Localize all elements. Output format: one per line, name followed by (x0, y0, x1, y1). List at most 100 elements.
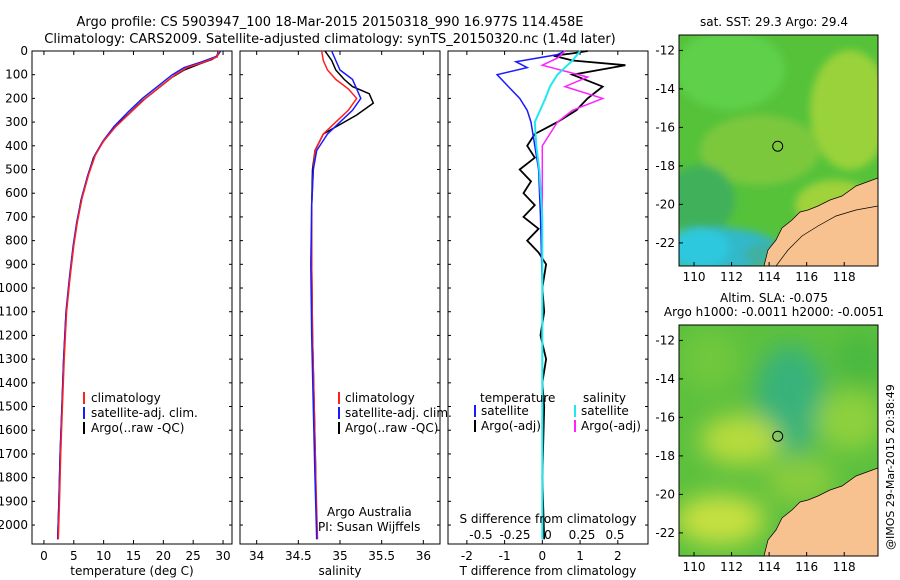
depth-tick-label: 500 (5, 163, 28, 177)
map-x-tick-label: 112 (720, 560, 743, 574)
depth-tick-label: 100 (5, 68, 28, 82)
imos-timestamp: @IMOS 29-Mar-2015 20:38:49 (884, 384, 897, 550)
map-y-tick-label: -18 (655, 449, 675, 463)
s-tick-label: -0.5 (469, 528, 492, 542)
sst-map-field (679, 35, 878, 266)
s-tick-label: 0.25 (569, 528, 596, 542)
depth-tick-label: 1800 (0, 471, 28, 485)
map-x-tick-label: 116 (795, 560, 818, 574)
temperature-satellite-line (56, 50, 222, 540)
map-y-tick-label: -16 (655, 120, 675, 134)
x-tick-label: 35.5 (368, 549, 395, 563)
x-tick-label: 10 (96, 549, 111, 563)
s-tick-label: -0.25 (499, 528, 530, 542)
depth-tick-label: 700 (5, 210, 28, 224)
x-tick-label: 35 (332, 549, 347, 563)
x-tick-label: 0 (40, 549, 48, 563)
temperature-x-axis: 0 5 10 15 20 25 30 (40, 51, 231, 563)
depth-tick-label: 900 (5, 257, 28, 271)
difference-panel-frame (447, 50, 649, 545)
legend-label-satellite: satellite-adj. clim. (345, 406, 452, 420)
salinity-satellite-line (310, 50, 362, 540)
s-difference-label: S difference from climatology (460, 512, 637, 526)
s-tick-label: 0.5 (605, 528, 624, 542)
legend-label-climatology: climatology (345, 391, 415, 405)
depth-tick-label: 1200 (0, 328, 28, 342)
legend-label-argo: Argo(..raw -QC) (91, 421, 184, 435)
figure-title-line2: Climatology: CARS2009. Satellite-adjuste… (44, 32, 616, 47)
x-tick-label: 30 (215, 549, 230, 563)
sst-coastline (763, 177, 878, 266)
x-tick-label: -1 (499, 549, 511, 563)
x-tick-label: 34 (249, 549, 264, 563)
temperature-profiles (56, 50, 222, 540)
depth-tick-label: 800 (5, 234, 28, 248)
temperature-argo-line (56, 50, 220, 540)
sst-map-frame (678, 34, 879, 267)
sst-map-title: sat. SST: 29.3 Argo: 29.4 (700, 15, 848, 29)
map-x-tick-label: 114 (758, 270, 781, 284)
temperature-legend: climatology satellite-adj. clim. Argo(..… (83, 391, 198, 435)
salinity-x-axis: 34 34.5 35 35.5 36 (249, 51, 431, 563)
difference-profiles (495, 50, 626, 540)
x-tick-label: 15 (126, 549, 141, 563)
map-y-tick-label: -22 (655, 236, 675, 250)
depth-tick-label: 1500 (0, 400, 28, 414)
sla-map-title-line2: Argo h1000: -0.0011 h2000: -0.0051 (664, 305, 884, 319)
depth-tick-label: 1400 (0, 376, 28, 390)
map-y-tick-label: -16 (655, 410, 675, 424)
depth-tick-label: 1700 (0, 447, 28, 461)
x-tick-label: 25 (186, 549, 201, 563)
sla-map-title-line1: Altim. SLA: -0.075 (720, 291, 828, 305)
x-tick-label: 2 (614, 549, 622, 563)
depth-axis: 0 100 200 300 400 500 600 700 800 900 1000 1100 1200… (0, 44, 648, 532)
depth-tick-label: 1000 (0, 281, 28, 295)
map-y-tick-label: -18 (655, 159, 675, 173)
t-difference-satellite-line (495, 50, 566, 540)
legend-label-satellite: satellite-adj. clim. (91, 406, 198, 420)
legend-label-s-argo: Argo(-adj) (581, 419, 641, 433)
sst-map-axes: 110 112 114 116 118 -12 -14 -16 -18 -20 -22 (655, 43, 855, 284)
s-difference-ticks: -0.5 -0.25 0 0.25 0.5 (469, 528, 624, 542)
x-tick-label: 20 (156, 549, 171, 563)
s-tick-label: 0 (544, 528, 552, 542)
map-x-tick-label: 114 (758, 560, 781, 574)
sst-argo-location-marker (772, 140, 784, 152)
x-tick-label: 34.5 (285, 549, 312, 563)
sst-land (775, 205, 878, 266)
depth-tick-label: 2000 (0, 518, 28, 532)
map-x-tick-label: 110 (683, 270, 706, 284)
map-x-tick-label: 112 (720, 270, 743, 284)
depth-tick-label: 1100 (0, 305, 28, 319)
difference-xlabel: T difference from climatology (459, 564, 637, 578)
map-y-tick-label: -20 (655, 197, 675, 211)
credit-line1: Argo Australia (327, 505, 412, 519)
depth-tick-label: 0 (20, 44, 28, 58)
legend-label-t-satellite: satellite (481, 404, 529, 418)
sla-argo-location-marker (772, 430, 784, 442)
sla-map-frame (678, 324, 879, 557)
x-tick-label: -2 (461, 549, 473, 563)
legend-title-salinity: salinity (583, 391, 626, 405)
depth-tick-label: 1300 (0, 352, 28, 366)
legend-label-t-argo: Argo(-adj) (481, 419, 541, 433)
depth-tick-label: 300 (5, 115, 28, 129)
legend-label-argo: Argo(..raw -QC) (345, 421, 438, 435)
depth-tick-label: 1900 (0, 494, 28, 508)
depth-tick-label: 600 (5, 186, 28, 200)
legend-label-s-satellite: satellite (581, 404, 629, 418)
credit-line2: PI: Susan Wijffels (318, 520, 420, 534)
depth-tick-label: 200 (5, 91, 28, 105)
map-y-tick-label: -14 (655, 372, 675, 386)
s-difference-satellite-line (533, 50, 581, 540)
map-y-tick-label: -14 (655, 82, 675, 96)
sla-map-axes: 110 112 114 116 118 -12 -14 -16 -18 -20 -22 (655, 333, 855, 574)
x-tick-label: 0 (539, 549, 547, 563)
sla-map-field (679, 325, 878, 556)
x-tick-label: 1 (576, 549, 584, 563)
legend-label-climatology: climatology (91, 391, 161, 405)
difference-x-axis: -2 -1 0 1 2 (461, 51, 622, 563)
legend-title-temperature: temperature (480, 391, 555, 405)
x-tick-label: 5 (70, 549, 78, 563)
